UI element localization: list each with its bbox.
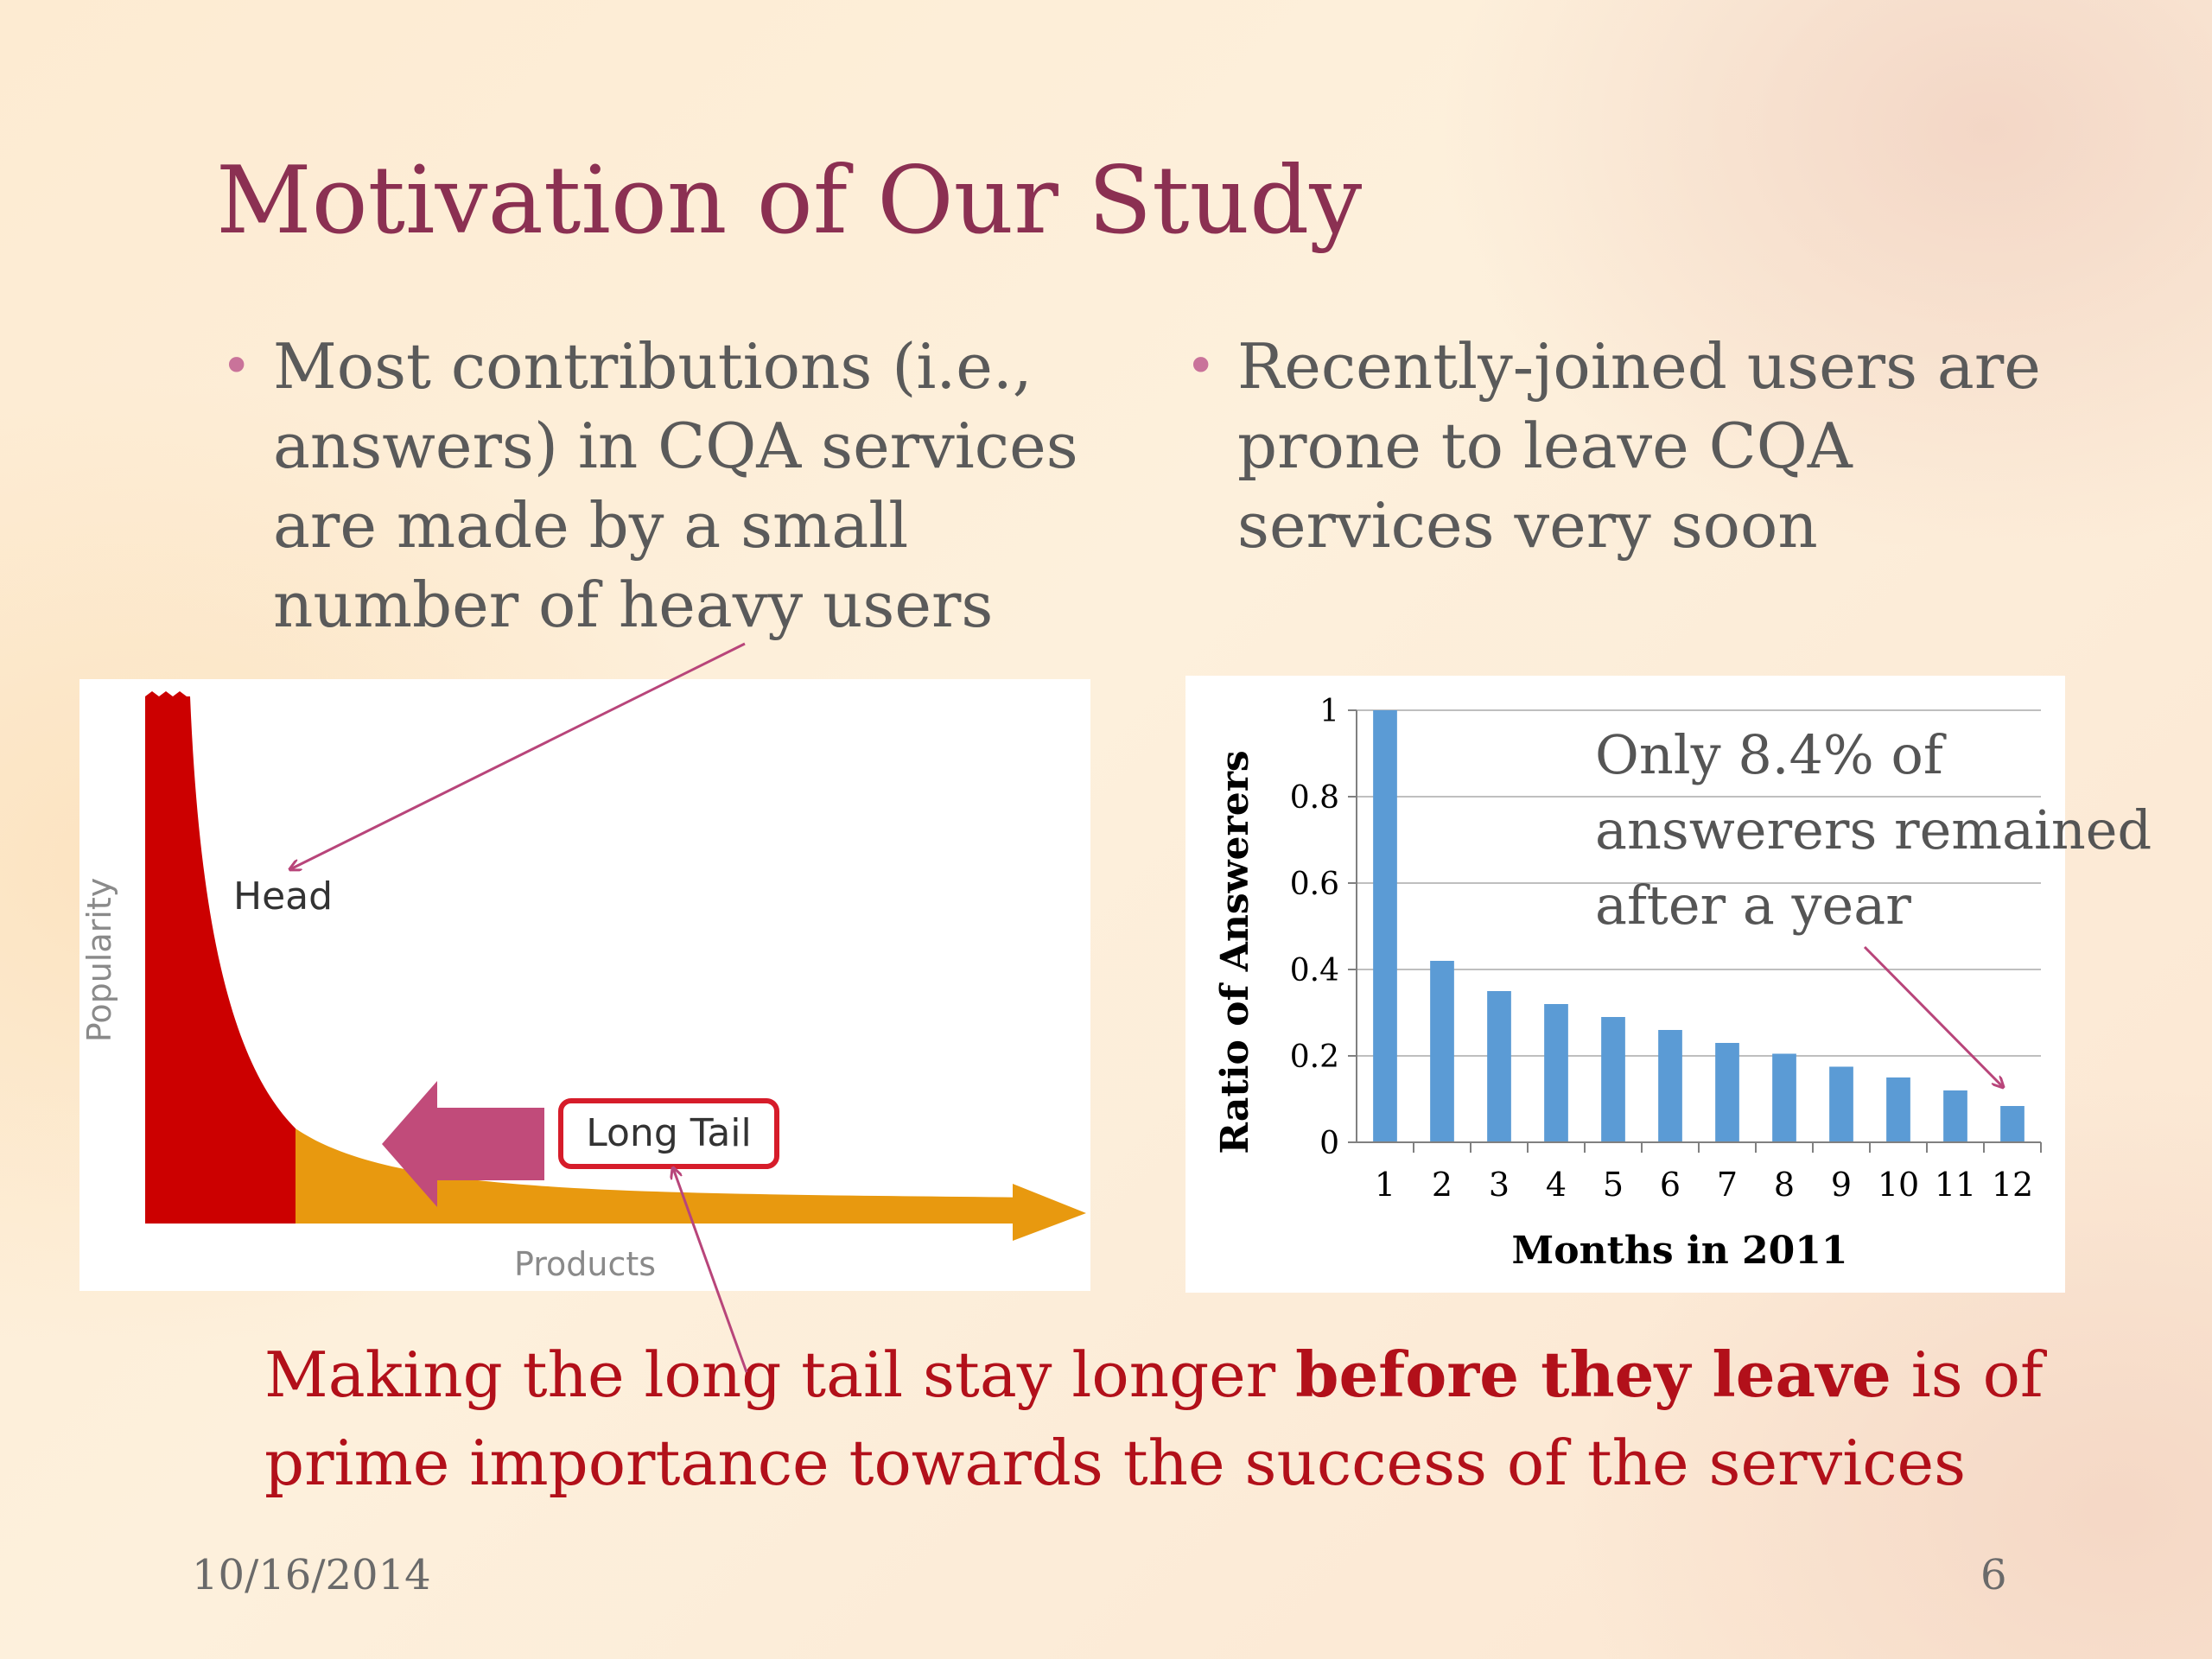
head-pointer-arrow <box>290 642 746 869</box>
grid-layer <box>1357 709 2041 1057</box>
y-axis-title: Ratio of Answerers <box>1213 750 1257 1154</box>
tail-area <box>296 1128 1047 1224</box>
x-tick-label: 7 <box>1717 1166 1738 1204</box>
x-tick-label: 3 <box>1489 1166 1510 1204</box>
x-tick-label: 8 <box>1774 1166 1795 1204</box>
bullet-heavy-users: • Most contributions (i.e., answers) in … <box>221 327 1078 645</box>
bar-month-7 <box>1715 1043 1739 1142</box>
conclusion-line-1: Making the long tail stay longer before … <box>264 1331 2044 1419</box>
bar-month-1 <box>1373 710 1397 1142</box>
x-tick-label: 5 <box>1603 1166 1624 1204</box>
long-tail-box <box>558 1098 779 1169</box>
x-tick-label: 11 <box>1935 1166 1976 1204</box>
bar-month-12 <box>2000 1106 2024 1142</box>
bar-month-6 <box>1658 1030 1682 1142</box>
x-tick-label: 1 <box>1375 1166 1395 1204</box>
bar-month-11 <box>1943 1090 1967 1142</box>
y-tick-label: 0.8 <box>1290 780 1339 816</box>
annotation-line: after a year <box>1595 874 1911 937</box>
bullet-recent-users: • Recently-joined users are prone to lea… <box>1185 327 2041 565</box>
x-tick-label: 4 <box>1546 1166 1567 1204</box>
conclusion-text: Making the long tail stay longer before … <box>264 1331 2044 1507</box>
slide-title: Motivation of Our Study <box>216 147 1363 255</box>
bullet-line: number of heavy users <box>273 569 994 641</box>
y-tick-label: 0 <box>1319 1126 1339 1161</box>
axis-layer: 00.20.40.60.811 2 3 4 5 6 7 8 9 10 11 12 <box>1290 694 2042 1204</box>
bullet-line: Recently-joined users are <box>1237 330 2041 403</box>
products-axis-label: Products <box>514 1245 656 1283</box>
head-area <box>145 691 296 1224</box>
conclusion-line-2: prime importance towards the success of … <box>264 1427 1967 1499</box>
month12-pointer-arrow <box>1863 945 2003 1087</box>
bar-month-3 <box>1487 991 1511 1142</box>
long-tail-label: Long Tail <box>586 1111 751 1155</box>
bar-month-9 <box>1829 1066 1853 1142</box>
long-tail-figure: Long Tail Head Popularity Products <box>79 679 1090 1291</box>
popularity-axis-label: Popularity <box>80 878 118 1042</box>
x-tick-label: 2 <box>1432 1166 1452 1204</box>
conclusion-pre: Making the long tail stay longer <box>264 1338 1296 1411</box>
bullet-line: are made by a small <box>273 489 909 562</box>
chart-annotation: Only 8.4% of answerers remained after a … <box>1595 717 2152 943</box>
y-tick-label: 0.4 <box>1290 953 1339 988</box>
slide-page-number: 6 <box>1980 1551 2007 1599</box>
bullet-dot-icon: • <box>1185 336 1217 397</box>
bullet-line: Most contributions (i.e., <box>273 330 1033 403</box>
axis-arrow-icon <box>1013 1184 1086 1241</box>
y-tick-label: 0.2 <box>1290 1039 1339 1075</box>
bar-month-2 <box>1430 961 1454 1142</box>
y-tick-label: 0.6 <box>1290 867 1339 902</box>
bar-month-4 <box>1544 1004 1568 1142</box>
bar-chart-svg: 00.20.40.60.811 2 3 4 5 6 7 8 9 10 11 12 Months in … <box>1213 694 2042 1273</box>
x-axis-title: Months in 2011 <box>1512 1229 1848 1273</box>
annotation-line: Only 8.4% of <box>1595 723 1943 786</box>
conclusion-bold: before they leave <box>1295 1338 1891 1411</box>
x-tick-label: 6 <box>1660 1166 1681 1204</box>
answerer-ratio-chart: 0 0.2 0.4 0.6 0.8 1 1 2 3 4 5 6 7 8 9 10 11 12 Months in … <box>1185 676 2065 1293</box>
bullet-line: prone to leave CQA <box>1237 410 1853 482</box>
slide-date: 10/16/2014 <box>192 1551 431 1599</box>
bar-month-10 <box>1886 1077 1910 1142</box>
tail-pointer-arrow <box>673 1168 748 1373</box>
bullet-line: services very soon <box>1237 489 1818 562</box>
x-tick-label: 10 <box>1878 1166 1919 1204</box>
bar-layer <box>1373 710 2024 1142</box>
y-tick-label: 1 <box>1319 694 1339 729</box>
x-tick-label: 9 <box>1831 1166 1852 1204</box>
bullet-dot-icon: • <box>221 336 252 397</box>
long-tail-svg: Long Tail Head Popularity Products <box>80 691 1086 1283</box>
conclusion-post: is of <box>1891 1338 2044 1411</box>
bullet-line: answers) in CQA services <box>273 410 1078 482</box>
bar-month-8 <box>1772 1053 1796 1142</box>
bar-month-5 <box>1601 1017 1625 1142</box>
x-tick-label: 12 <box>1992 1166 2033 1204</box>
head-label: Head <box>233 874 333 918</box>
annotation-line: answerers remained <box>1595 798 2152 861</box>
left-arrow-icon <box>382 1081 544 1207</box>
